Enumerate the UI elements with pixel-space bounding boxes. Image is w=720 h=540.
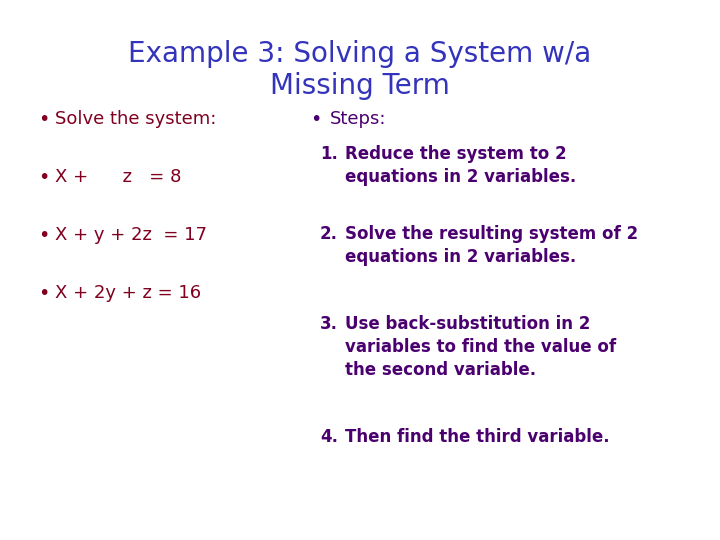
Text: Solve the resulting system of 2
equations in 2 variables.: Solve the resulting system of 2 equation…: [345, 225, 638, 266]
Text: Example 3: Solving a System w/a: Example 3: Solving a System w/a: [128, 40, 592, 68]
Text: 2.: 2.: [320, 225, 338, 243]
Text: Solve the system:: Solve the system:: [55, 110, 217, 128]
Text: X + 2y + z = 16: X + 2y + z = 16: [55, 284, 201, 302]
Text: X + y + 2z  = 17: X + y + 2z = 17: [55, 226, 207, 244]
Text: •: •: [38, 226, 50, 245]
Text: Use back-substitution in 2
variables to find the value of
the second variable.: Use back-substitution in 2 variables to …: [345, 315, 616, 379]
Text: •: •: [38, 110, 50, 129]
Text: Missing Term: Missing Term: [270, 72, 450, 100]
Text: 1.: 1.: [320, 145, 338, 163]
Text: 4.: 4.: [320, 428, 338, 446]
Text: Reduce the system to 2
equations in 2 variables.: Reduce the system to 2 equations in 2 va…: [345, 145, 576, 186]
Text: 3.: 3.: [320, 315, 338, 333]
Text: X +      z   = 8: X + z = 8: [55, 168, 181, 186]
Text: •: •: [38, 168, 50, 187]
Text: Steps:: Steps:: [330, 110, 387, 128]
Text: •: •: [38, 284, 50, 303]
Text: Then find the third variable.: Then find the third variable.: [345, 428, 610, 446]
Text: •: •: [310, 110, 321, 129]
